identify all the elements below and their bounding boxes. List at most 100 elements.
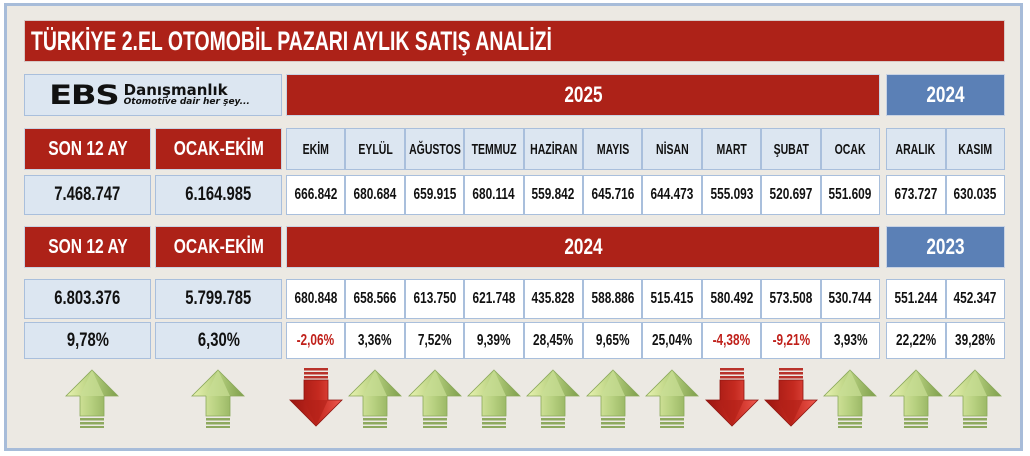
- month-value: 680.848: [286, 279, 346, 319]
- month-value: 666.842: [286, 175, 346, 215]
- month-value: 559.842: [523, 175, 583, 215]
- month-value: 630.035: [945, 175, 1005, 215]
- logo-brand: EBS: [49, 79, 120, 111]
- month-pct-text: 39,28%: [955, 331, 996, 349]
- summary-value-text: 7.468.747: [54, 184, 121, 205]
- month-value-text: 580.492: [710, 290, 753, 307]
- month-header: NİSAN: [642, 128, 702, 170]
- page-title-text: TÜRKİYE 2.EL OTOMOBİL PAZARI AYLIK SATIŞ…: [31, 25, 552, 56]
- month-pct: 25,04%: [642, 322, 702, 359]
- month-value: 435.828: [523, 279, 583, 319]
- summary-header-text: SON 12 AY: [47, 137, 128, 160]
- month-value-text: 658.566: [353, 290, 397, 307]
- month-pct-text: 25,04%: [652, 331, 693, 349]
- month-value: 680.684: [345, 175, 405, 215]
- month-value-text: 644.473: [650, 186, 694, 203]
- month-header: ŞUBAT: [761, 128, 821, 170]
- up-arrow-icon: [888, 368, 944, 428]
- up-arrow-icon: [466, 368, 522, 428]
- down-arrow-icon: [288, 368, 344, 428]
- month-value: 588.886: [583, 279, 643, 319]
- summary-header-text: OCAK-EKİM: [173, 235, 264, 258]
- month-value: 644.473: [642, 175, 702, 215]
- month-value-text: 452.347: [953, 290, 997, 307]
- month-pct: 9,39%: [464, 322, 524, 359]
- month-value: 520.697: [761, 175, 821, 215]
- month-value-text: 621.748: [472, 290, 516, 307]
- month-value: 452.347: [945, 279, 1005, 319]
- summary-pct-text: 9,78%: [66, 329, 109, 351]
- month-header-text: MAYIS: [596, 140, 629, 158]
- month-value-text: 680.684: [353, 186, 397, 203]
- month-pct: 22,22%: [886, 322, 946, 359]
- month-pct-text: 3,36%: [358, 331, 392, 349]
- year-header-2023: 2023: [886, 226, 1005, 268]
- summary-value: 5.799.785: [155, 279, 282, 319]
- month-header: MAYIS: [583, 128, 643, 170]
- month-header-text: ŞUBAT: [773, 140, 809, 158]
- summary-header: SON 12 AY: [24, 128, 151, 170]
- up-arrow-icon: [525, 368, 581, 428]
- month-header: EYLÜL: [345, 128, 405, 170]
- month-pct: 9,65%: [583, 322, 643, 359]
- summary-value: 6.803.376: [24, 279, 151, 319]
- logo-name: Danışmanlık: [123, 81, 228, 99]
- month-header-text: EYLÜL: [357, 140, 393, 158]
- month-value: 515.415: [642, 279, 702, 319]
- month-pct-text: 28,45%: [533, 331, 574, 349]
- month-header: TEMMUZ: [464, 128, 524, 170]
- month-value-text: 680.114: [472, 186, 515, 203]
- month-pct: -2,06%: [286, 322, 346, 359]
- month-header-text: KASIM: [958, 140, 993, 158]
- up-arrow-icon: [947, 368, 1003, 428]
- month-value-text: 666.842: [294, 186, 338, 203]
- month-value-text: 555.093: [710, 186, 753, 203]
- month-value-text: 551.244: [894, 290, 938, 307]
- summary-header: SON 12 AY: [24, 226, 151, 268]
- month-header-text: NİSAN: [655, 140, 689, 158]
- month-value-text: 559.842: [531, 186, 575, 203]
- logo-tagline: Otomotive dair her şey...: [123, 97, 250, 107]
- year-header-2024: 2024: [886, 74, 1005, 116]
- month-value-text: 573.508: [769, 290, 813, 307]
- summary-header: OCAK-EKİM: [155, 226, 282, 268]
- year-header-2024-text: 2024: [563, 234, 603, 259]
- month-header: KASIM: [945, 128, 1005, 170]
- month-header-text: MART: [716, 140, 747, 158]
- up-arrow-icon: [644, 368, 700, 428]
- month-value: 621.748: [464, 279, 524, 319]
- month-pct: 28,45%: [523, 322, 583, 359]
- month-value-text: 680.848: [294, 290, 338, 307]
- up-arrow-icon: [190, 368, 246, 428]
- month-header-text: ARALIK: [895, 140, 936, 158]
- month-value: 530.744: [820, 279, 880, 319]
- month-pct-text: -2,06%: [296, 331, 335, 349]
- summary-pct-text: 6,30%: [197, 329, 240, 351]
- up-arrow-icon: [822, 368, 878, 428]
- month-header-text: TEMMUZ: [471, 140, 517, 158]
- month-pct: 39,28%: [945, 322, 1005, 359]
- month-value-text: 435.828: [531, 290, 575, 307]
- up-arrow-icon: [347, 368, 403, 428]
- month-header: ARALIK: [886, 128, 946, 170]
- up-arrow-icon: [585, 368, 641, 428]
- month-pct-text: 9,39%: [477, 331, 511, 349]
- summary-header: OCAK-EKİM: [155, 128, 282, 170]
- month-value: 613.750: [404, 279, 465, 319]
- month-pct: 3,36%: [345, 322, 405, 359]
- month-value: 645.716: [583, 175, 643, 215]
- month-pct: 3,93%: [820, 322, 880, 359]
- month-header-text: HAZİRAN: [529, 140, 577, 158]
- month-value: 659.915: [404, 175, 465, 215]
- summary-value-text: 5.799.785: [185, 288, 252, 309]
- month-value: 551.244: [886, 279, 946, 319]
- year-header-2025: 2025: [286, 74, 880, 116]
- month-header-text: AĞUSTOS: [408, 140, 461, 158]
- summary-header-text: SON 12 AY: [47, 235, 128, 258]
- page-title: TÜRKİYE 2.EL OTOMOBİL PAZARI AYLIK SATIŞ…: [24, 20, 1005, 62]
- month-pct-text: -9,21%: [772, 331, 810, 349]
- month-pct-text: 3,93%: [833, 331, 868, 349]
- up-arrow-icon: [64, 368, 120, 428]
- month-value-text: 659.915: [413, 186, 456, 203]
- month-header-text: EKİM: [302, 140, 329, 158]
